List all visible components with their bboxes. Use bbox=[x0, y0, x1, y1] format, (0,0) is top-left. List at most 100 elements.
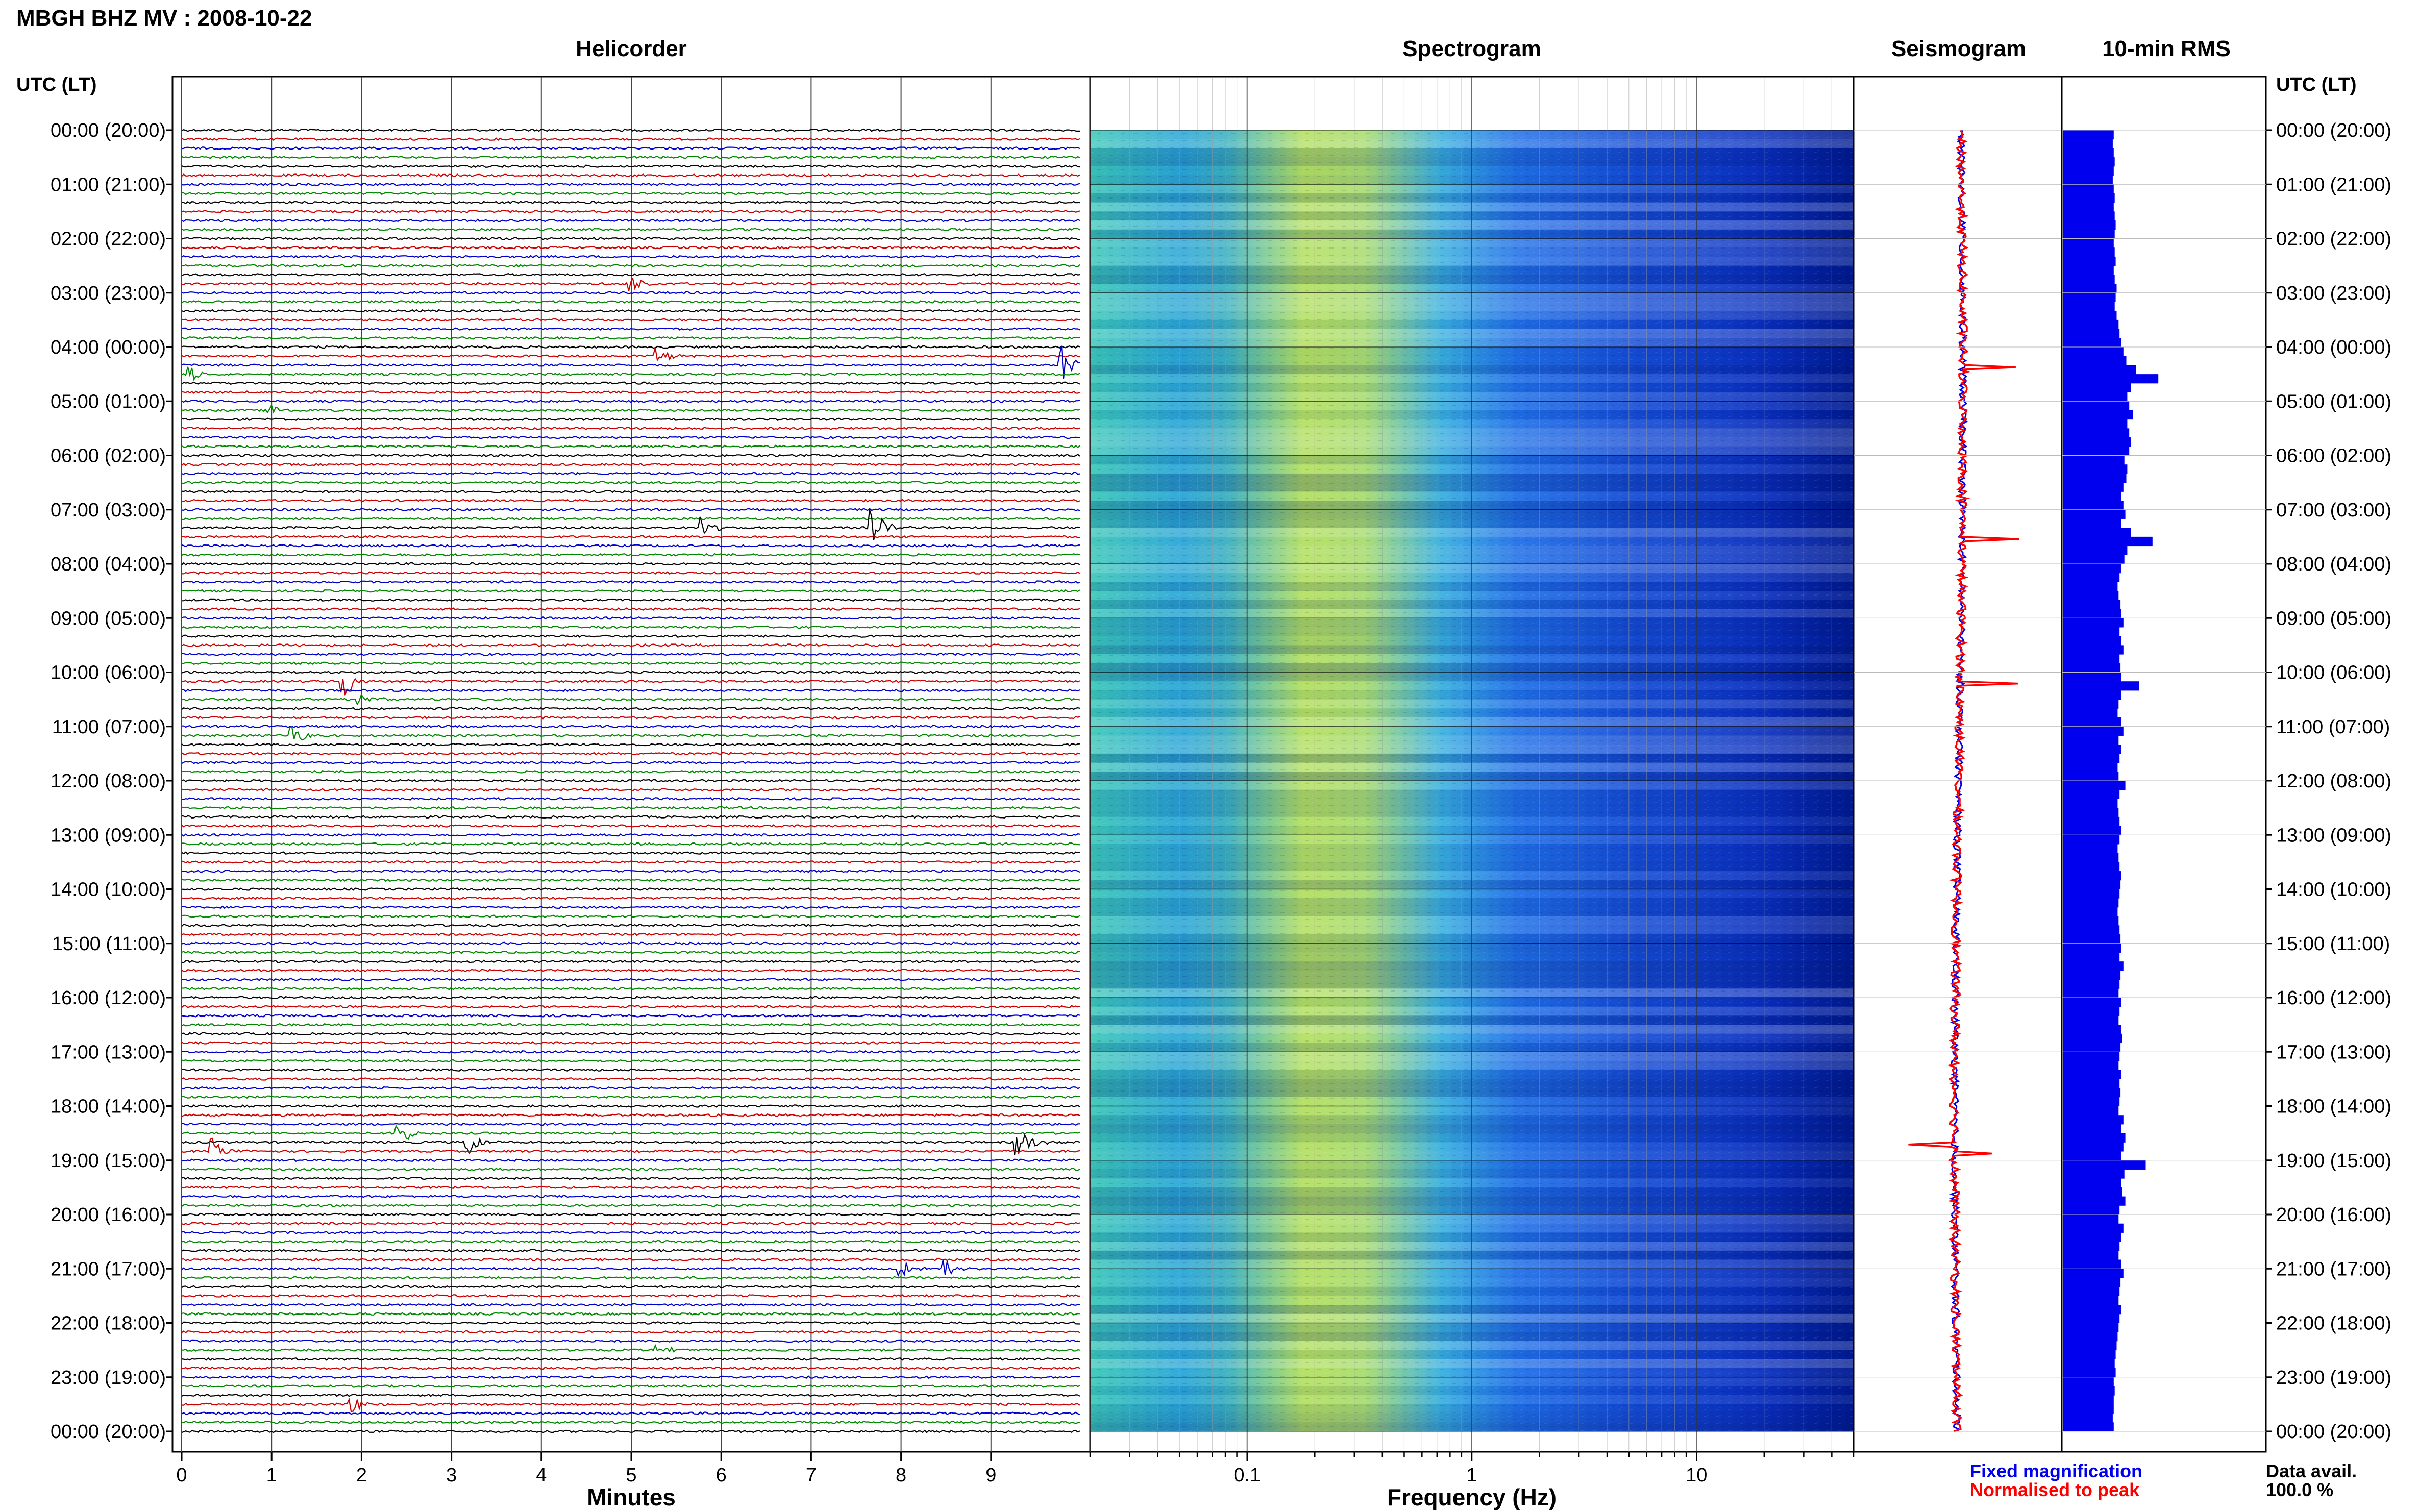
rms-bar bbox=[2063, 220, 2116, 230]
helicorder-xlabel: Minutes bbox=[587, 1484, 676, 1510]
helicorder-trace bbox=[181, 155, 1080, 159]
helicorder-trace bbox=[181, 1203, 1080, 1207]
rms-bar bbox=[2063, 1187, 2122, 1197]
rms-bar bbox=[2063, 130, 2114, 140]
rms-bar bbox=[2063, 410, 2133, 420]
time-label-left: 12:00 (08:00) bbox=[51, 771, 166, 792]
rms-bar bbox=[2063, 699, 2119, 709]
time-label-left: 10:00 (06:00) bbox=[51, 662, 166, 684]
time-label-right: 11:00 (07:00) bbox=[2276, 716, 2390, 738]
rms-bar bbox=[2063, 663, 2121, 673]
helicorder-trace bbox=[181, 237, 1080, 240]
helicorder-panel: 0 1 2 3 4 5 6 7 8 9 bbox=[171, 76, 1091, 1486]
rms-bar bbox=[2063, 238, 2114, 248]
rms-title: 10-min RMS bbox=[2102, 36, 2231, 61]
helicorder-trace bbox=[181, 1137, 1080, 1155]
helicorder-trace bbox=[181, 209, 1080, 213]
rms-bar bbox=[2063, 636, 2121, 646]
helicorder-trace bbox=[181, 509, 1080, 541]
helicorder-trace bbox=[181, 1429, 1080, 1433]
helicorder-trace bbox=[181, 508, 1080, 512]
helicorder-trace bbox=[181, 399, 1080, 403]
rms-bar bbox=[2063, 464, 2128, 474]
rms-bar bbox=[2063, 952, 2120, 962]
rms-bar bbox=[2063, 166, 2114, 176]
rms-bar bbox=[2063, 844, 2118, 854]
rms-bar bbox=[2063, 970, 2121, 980]
rms-bar bbox=[2063, 681, 2139, 691]
time-label-left: 00:00 (20:00) bbox=[51, 120, 166, 141]
helicorder-trace bbox=[181, 164, 1080, 168]
helicorder-trace bbox=[181, 1133, 1080, 1155]
time-label-right: 07:00 (03:00) bbox=[2276, 500, 2391, 521]
helicorder-trace bbox=[181, 824, 1080, 828]
figure-title: MBGH BHZ MV : 2008-10-22 bbox=[16, 6, 312, 31]
rms-bar bbox=[2063, 799, 2118, 808]
rms-bar bbox=[2063, 925, 2120, 935]
helicorder-trace bbox=[181, 752, 1080, 756]
rms-bar bbox=[2063, 907, 2118, 917]
helicorder-trace bbox=[181, 1303, 1080, 1307]
helicorder-trace bbox=[181, 1294, 1080, 1298]
rms-bar bbox=[2063, 1097, 2120, 1106]
rms-bar bbox=[2063, 862, 2120, 872]
time-label-right: 01:00 (21:00) bbox=[2276, 174, 2391, 195]
rms-bar bbox=[2063, 1232, 2121, 1242]
rms-bar bbox=[2063, 853, 2119, 862]
helicorder-trace bbox=[181, 517, 1080, 520]
rms-bar bbox=[2063, 1178, 2121, 1188]
helicorder-trace bbox=[181, 435, 1080, 439]
helicorder-trace bbox=[181, 941, 1080, 946]
rms-bar bbox=[2063, 1223, 2124, 1233]
helicorder-trace bbox=[181, 1086, 1080, 1090]
helicorder-trace bbox=[181, 462, 1080, 466]
helicorder-trace bbox=[181, 489, 1080, 493]
helicorder-xtick-label: 4 bbox=[536, 1465, 547, 1486]
helicorder-trace bbox=[181, 598, 1080, 602]
rms-bar bbox=[2063, 1133, 2126, 1143]
helicorder-trace bbox=[181, 1366, 1080, 1370]
helicorder-trace bbox=[181, 896, 1080, 900]
time-label-left: 17:00 (13:00) bbox=[51, 1042, 166, 1063]
rms-bar bbox=[2063, 1323, 2119, 1332]
rms-bar bbox=[2063, 1060, 2119, 1071]
helicorder-trace bbox=[181, 426, 1080, 430]
helicorder-trace bbox=[181, 1185, 1080, 1189]
helicorder-trace bbox=[181, 543, 1080, 548]
helicorder-trace bbox=[181, 1339, 1080, 1343]
helicorder-trace bbox=[181, 634, 1080, 638]
helicorder-trace bbox=[181, 905, 1080, 909]
helicorder-trace bbox=[181, 1195, 1080, 1199]
spectrogram-title: Spectrogram bbox=[1402, 36, 1541, 61]
helicorder-xtick-label: 6 bbox=[716, 1465, 727, 1486]
rms-bar bbox=[2063, 193, 2115, 203]
helicorder-trace bbox=[181, 670, 1080, 674]
helicorder-trace bbox=[181, 228, 1080, 232]
rms-bar bbox=[2063, 916, 2119, 926]
rms-bar bbox=[2063, 1088, 2121, 1098]
time-label-left: 22:00 (18:00) bbox=[51, 1313, 166, 1334]
helicorder-trace bbox=[181, 182, 1080, 186]
rms-bar bbox=[2063, 726, 2124, 736]
rms-bar bbox=[2063, 1296, 2119, 1305]
rms-bar bbox=[2063, 1033, 2122, 1044]
rms-bar bbox=[2063, 871, 2121, 881]
rms-bar bbox=[2063, 1196, 2126, 1206]
time-label-right: 05:00 (01:00) bbox=[2276, 391, 2391, 412]
rms-bar bbox=[2063, 1160, 2146, 1170]
rms-bar bbox=[2063, 1350, 2116, 1359]
time-label-left: 18:00 (14:00) bbox=[51, 1096, 166, 1118]
helicorder-trace bbox=[181, 1344, 1080, 1353]
rms-bar bbox=[2063, 1006, 2120, 1016]
helicorder-trace bbox=[181, 1375, 1080, 1379]
rms-bar bbox=[2063, 157, 2115, 167]
rms-bar bbox=[2063, 1151, 2121, 1161]
rms-bar bbox=[2063, 1359, 2115, 1369]
helicorder-trace bbox=[181, 950, 1080, 954]
rms-bar bbox=[2063, 979, 2120, 989]
helicorder-xtick-label: 9 bbox=[985, 1465, 996, 1486]
time-label-left: 01:00 (21:00) bbox=[51, 174, 166, 195]
rms-bar bbox=[2063, 1305, 2121, 1315]
helicorder-trace bbox=[181, 137, 1080, 141]
